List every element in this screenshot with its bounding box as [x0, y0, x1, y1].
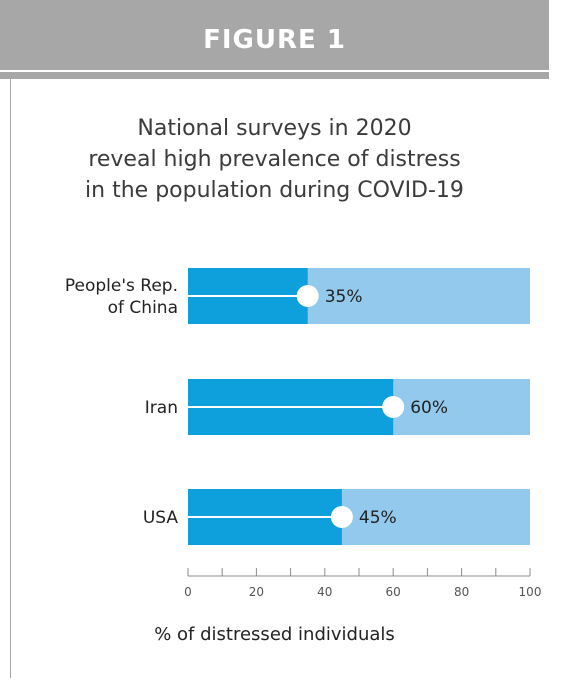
x-tick-label-100: 100	[519, 585, 542, 599]
figure-header: FIGURE 1	[0, 0, 549, 79]
bar-marker-row-1	[296, 285, 319, 307]
bar-marker-row-3	[330, 506, 353, 528]
category-label-row-2: Iran	[145, 398, 178, 418]
x-tick-label-80: 80	[454, 585, 469, 599]
x-tick-label-60: 60	[386, 585, 401, 599]
chart-title-line-2: reveal high prevalence of distress	[88, 147, 461, 172]
x-tick-label-20: 20	[249, 585, 264, 599]
x-tick-label-0: 0	[184, 585, 192, 599]
category-label-row-1-line-1: People's Rep.	[65, 276, 178, 296]
category-label-row-1-line-2: of China	[108, 298, 178, 318]
chart-title: National surveys in 2020 reveal high pre…	[0, 113, 549, 206]
header-divider	[0, 70, 549, 72]
category-label-row-3: USA	[143, 508, 179, 528]
value-label-row-3: 45%	[359, 508, 397, 528]
x-axis-label: % of distressed individuals	[154, 624, 395, 645]
value-label-row-2: 60%	[410, 398, 448, 418]
figure-frame	[10, 10, 559, 678]
x-tick-label-40: 40	[317, 585, 332, 599]
chart-title-line-1: National surveys in 2020	[137, 116, 412, 141]
value-label-row-1: 35%	[325, 287, 363, 307]
bar-marker-row-2	[382, 396, 405, 418]
figure-label: FIGURE 1	[203, 25, 346, 55]
chart-title-line-3: in the population during COVID-19	[85, 178, 464, 203]
